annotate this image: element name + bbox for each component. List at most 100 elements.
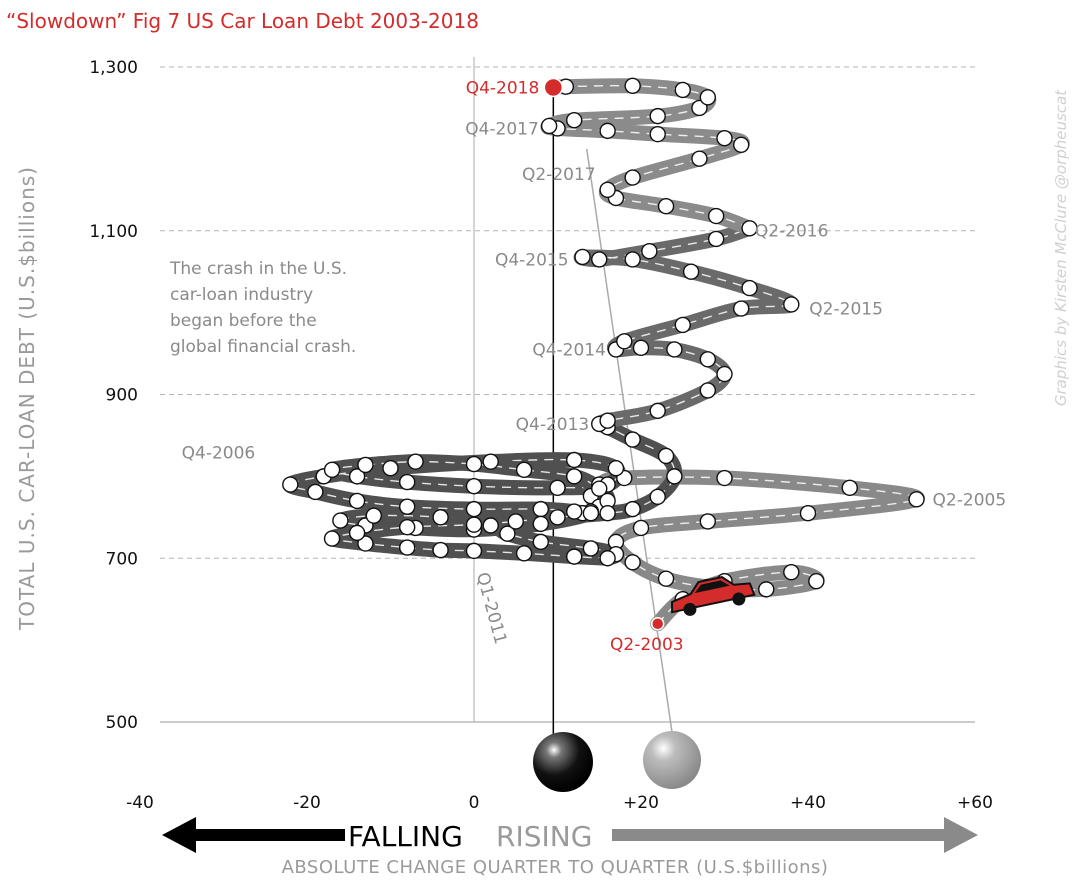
y-axis-ticks: 500 700 900 1,100 1,300 [89, 58, 138, 733]
data-point [399, 498, 416, 515]
data-point [682, 263, 700, 280]
data-point [649, 402, 666, 420]
data-point [657, 197, 675, 215]
y-tick-label: 1,300 [89, 58, 138, 78]
data-point [357, 456, 374, 474]
data-point [691, 150, 708, 167]
rising-ball-icon [643, 731, 701, 789]
data-point [599, 412, 616, 429]
annotation-line: The crash in the U.S. [169, 259, 347, 279]
data-point [649, 488, 666, 506]
x-tick-label: +60 [957, 793, 993, 813]
data-point [307, 483, 324, 501]
data-point [532, 515, 549, 533]
falling-ball-icon [533, 732, 593, 792]
x-tick-label: -20 [293, 793, 321, 813]
data-point [649, 125, 666, 143]
data-point [465, 542, 483, 560]
data-point [733, 300, 750, 317]
data-point [607, 459, 625, 477]
data-point [399, 518, 416, 536]
data-point [624, 251, 641, 268]
falling-arrow-icon [162, 817, 345, 853]
car-shape [670, 576, 756, 614]
falling-label: FALLING [348, 820, 463, 853]
point-label: Q2-2015 [809, 300, 883, 320]
data-point [432, 509, 449, 526]
gridlines [160, 57, 975, 740]
car-icon [670, 576, 756, 616]
point-label: Q2-2016 [755, 221, 829, 241]
x-axis-ticks: -40 -20 0 +20 +40 +60 [126, 793, 993, 813]
data-point [549, 479, 566, 497]
data-point [574, 248, 591, 266]
data-point [783, 563, 800, 581]
data-point [808, 572, 825, 590]
data-point [707, 207, 725, 225]
data-point [407, 453, 424, 470]
data-point [532, 533, 549, 551]
x-axis-label: ABSOLUTE CHANGE QUARTER TO QUARTER (U.S.… [282, 857, 829, 878]
data-point [716, 365, 733, 383]
data-point [741, 220, 758, 237]
y-tick-label: 1,100 [89, 222, 138, 242]
data-point [783, 296, 800, 313]
point-label: Q2-2017 [522, 165, 596, 185]
data-point [599, 505, 616, 522]
data-point [841, 479, 858, 497]
point-labels: Q2-2003 Q2-2005 Q4-2006 Q1-2011 Q4-2013 Q4-20… [182, 78, 1007, 655]
y-tick-label: 900 [106, 386, 138, 406]
data-point-start [650, 617, 665, 631]
data-point [566, 112, 583, 129]
data-point [549, 509, 566, 526]
rising-arrow-icon [612, 817, 978, 853]
data-point [566, 548, 583, 565]
annotation-line: began before the [170, 311, 317, 331]
data-point [582, 540, 600, 557]
data-point [591, 480, 608, 497]
data-point [674, 316, 691, 334]
car-wheel [683, 602, 697, 616]
data-point [716, 130, 733, 147]
data-point [323, 461, 341, 479]
data-point [666, 341, 683, 358]
rising-label: RISING [496, 820, 592, 853]
data-point [657, 570, 675, 587]
data-point [365, 507, 382, 524]
point-label: Q1-2011 [472, 570, 510, 646]
annotation-line: car-loan industry [170, 285, 313, 305]
data-point [507, 513, 524, 530]
credit-label: Graphics by Kirsten McClure @orpheuscat [1052, 89, 1070, 406]
point-label: Q2-2005 [933, 490, 1007, 510]
data-point [649, 107, 666, 125]
x-tick-label: 0 [469, 793, 480, 813]
data-point [566, 468, 583, 485]
data-point [515, 545, 533, 562]
data-point [540, 117, 558, 135]
data-point [465, 478, 483, 495]
data-point [282, 476, 299, 493]
data-point [599, 181, 616, 199]
data-point [465, 516, 483, 533]
point-label: Q4-2015 [495, 250, 569, 270]
chart-title: “Slowdown” Fig 7 US Car Loan Debt 2003-2… [6, 9, 479, 33]
annotation-line: global financial crash. [170, 337, 356, 357]
data-point [674, 81, 691, 99]
data-point [624, 500, 641, 518]
data-point [624, 77, 641, 95]
x-tick-label: -40 [126, 793, 154, 813]
data-point [699, 89, 716, 106]
series-road [540, 78, 757, 236]
data-point [741, 279, 758, 297]
y-tick-label: 700 [106, 549, 138, 569]
data-point-end [543, 77, 564, 98]
data-point [666, 468, 683, 485]
point-label: Q4-2006 [182, 443, 256, 463]
y-tick-label: 500 [106, 713, 138, 733]
data-point [515, 461, 533, 479]
point-label: Q4-2018 [466, 78, 540, 98]
x-tick-label: +20 [623, 793, 659, 813]
data-point [532, 500, 549, 518]
data-point [657, 447, 675, 465]
data-point [632, 339, 650, 357]
